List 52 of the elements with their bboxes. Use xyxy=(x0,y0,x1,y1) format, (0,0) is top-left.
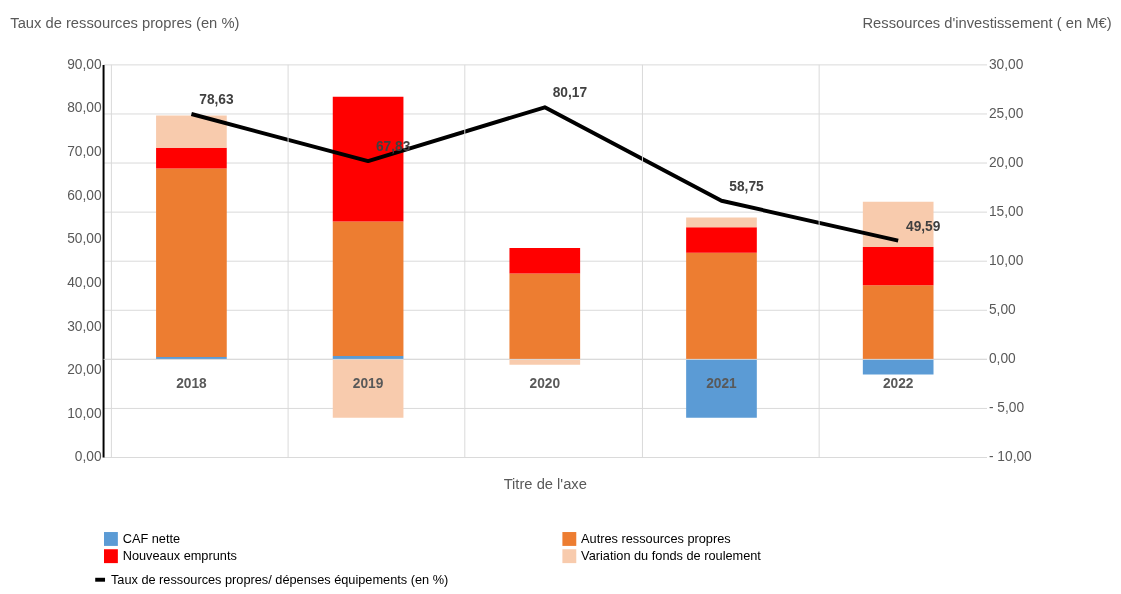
x-tick-label: 2021 xyxy=(706,375,738,391)
y-tick-label: 30,00 xyxy=(67,318,102,334)
legend-label: Autres ressources propres xyxy=(581,530,731,546)
y2-tick-label: 10,00 xyxy=(988,253,1024,269)
x-tick-label: 2019 xyxy=(352,375,384,391)
bar xyxy=(686,217,757,228)
y-tick-label: 0,00 xyxy=(74,449,102,465)
data-label: 80,17 xyxy=(552,85,588,101)
data-label: 49,59 xyxy=(906,218,941,234)
y-tick-label: 10,00 xyxy=(67,405,102,421)
y2-tick-label: 30,00 xyxy=(988,56,1024,72)
bar xyxy=(156,115,227,148)
legend-label: Nouveaux emprunts xyxy=(122,548,237,564)
legend-label: CAF nette xyxy=(122,530,181,546)
bar xyxy=(686,358,757,418)
y-tick-label: 60,00 xyxy=(67,187,102,203)
x-tick-label: 2022 xyxy=(882,375,914,391)
bar xyxy=(332,221,404,356)
bar xyxy=(156,168,227,357)
y2-tick-label: - 5,00 xyxy=(988,400,1025,416)
y2-tick-label: 15,00 xyxy=(988,204,1024,220)
y-tick-label: 20,00 xyxy=(67,362,102,378)
bar xyxy=(509,247,581,274)
bar xyxy=(862,358,934,375)
bar xyxy=(332,355,404,359)
y2-tick-label: 5,00 xyxy=(988,302,1017,318)
y2-tick-label: 20,00 xyxy=(988,154,1024,170)
bar xyxy=(332,358,404,418)
x-tick-label: 2018 xyxy=(176,375,208,391)
y2-axis-title: Ressources d'investissement ( en M€) xyxy=(862,14,1112,31)
bar xyxy=(862,285,934,359)
x-tick-label: 2020 xyxy=(529,375,561,391)
y-tick-label: 70,00 xyxy=(67,144,102,160)
y2-tick-label: 25,00 xyxy=(988,105,1024,121)
legend-label: Taux de ressources propres/ dépenses équipements (en %) xyxy=(110,571,449,587)
x-axis-title: Titre de l'axe xyxy=(503,475,587,492)
bar xyxy=(686,252,757,359)
data-label: 78,63 xyxy=(199,92,234,108)
y2-tick-label: 0,00 xyxy=(988,351,1017,367)
line-series xyxy=(189,105,901,243)
y-tick-label: 90,00 xyxy=(67,56,102,72)
bar xyxy=(686,227,757,253)
y-tick-label: 40,00 xyxy=(67,274,102,290)
y-axis-title: Taux de ressources propres (en %) xyxy=(10,14,240,31)
bar xyxy=(862,246,934,286)
bar xyxy=(509,273,581,359)
y-tick-label: 80,00 xyxy=(67,100,102,116)
y-tick-label: 50,00 xyxy=(67,231,102,247)
y2-tick-label: - 10,00 xyxy=(988,449,1033,465)
bar xyxy=(156,147,227,169)
data-label: 58,75 xyxy=(729,178,765,194)
legend-label: Variation du fonds de roulement xyxy=(581,548,762,564)
